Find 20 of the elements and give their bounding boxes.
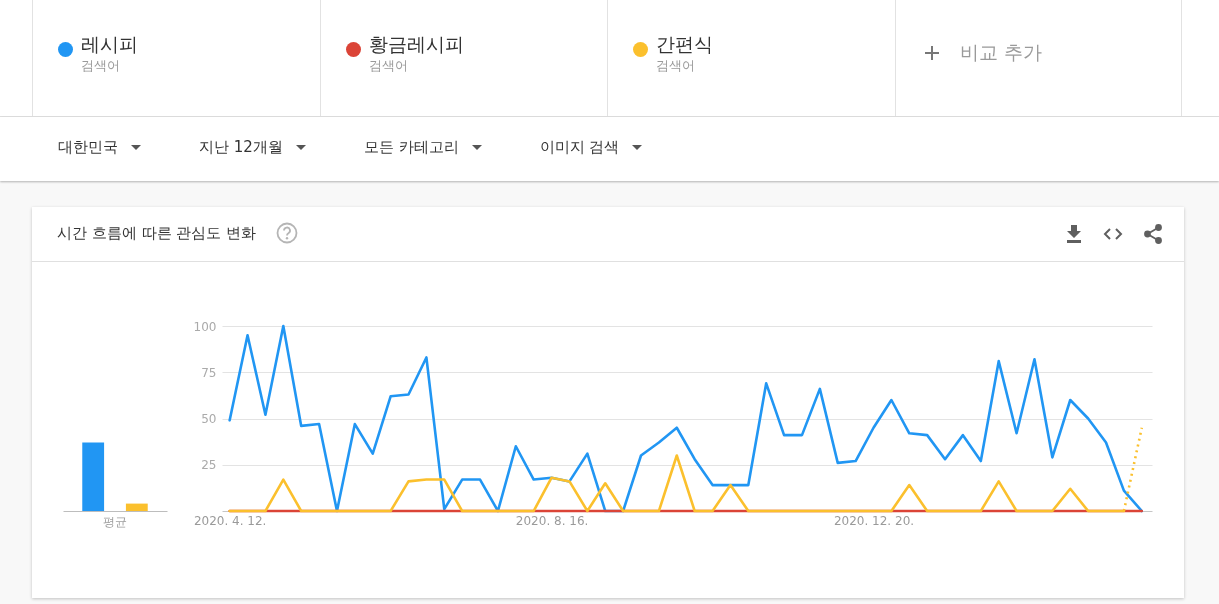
text: 대한민국 [58, 138, 118, 156]
text: 검색어 [656, 58, 695, 74]
y-tick-label: 50 [201, 412, 217, 426]
x-tick-label: 평균 [103, 514, 127, 529]
legend-label: 레시피 [81, 33, 138, 56]
legend-label: 황금레시피 [368, 33, 464, 56]
text: 비교 추가 [959, 41, 1042, 64]
y-tick-label: 25 [201, 458, 217, 473]
y-tick-label: 100 [193, 319, 217, 334]
x-tick-label: 2020. 8. 16. [515, 513, 589, 528]
legend-label: 간편식 [656, 33, 713, 56]
x-tick-label: 2020. 12. 20. [833, 513, 915, 528]
text: 모든 카테고리 [363, 138, 459, 156]
text: 이미지 검색 [539, 138, 620, 156]
text: 지난 12개월 [199, 138, 283, 156]
y-tick-label: 75 [201, 365, 217, 380]
chart-title: 시간 흐름에 따른 관심도 변화 [57, 224, 257, 242]
text: 검색어 [81, 58, 120, 74]
x-tick-label: 2020. 4. 12. [193, 513, 267, 528]
text: 검색어 [368, 58, 408, 74]
